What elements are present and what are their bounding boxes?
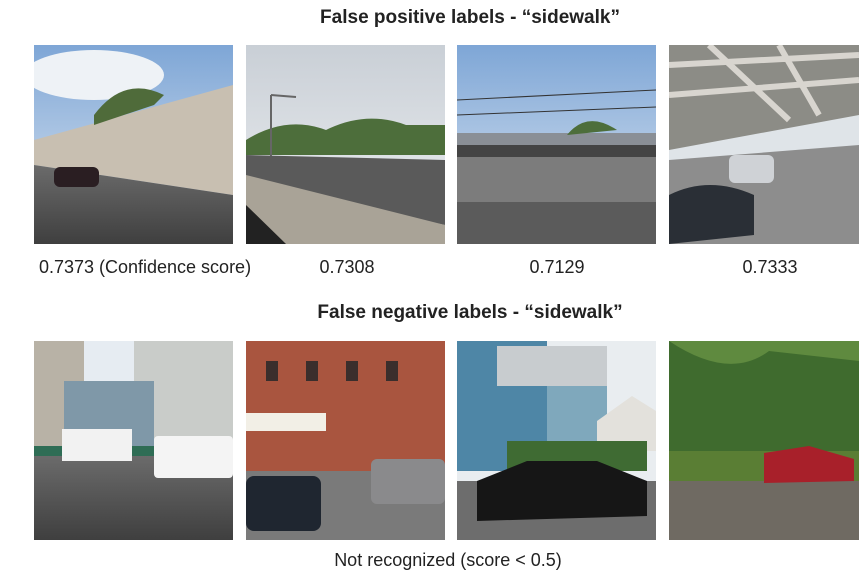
photo bbox=[246, 45, 445, 244]
score-label: 0.7333 bbox=[742, 257, 797, 277]
photo bbox=[669, 341, 859, 540]
section-title: False positive labels - “sidewalk” bbox=[320, 7, 620, 28]
score-label: 0.7308 bbox=[319, 257, 374, 277]
score-label: 0.7129 bbox=[529, 257, 584, 277]
photo bbox=[246, 341, 445, 540]
photo bbox=[457, 45, 656, 244]
photo bbox=[24, 45, 233, 244]
photo bbox=[34, 341, 233, 540]
score-label: 0.7373 (Confidence score) bbox=[39, 257, 251, 277]
section-title: False negative labels - “sidewalk” bbox=[317, 302, 622, 323]
figure: False positive labels - “sidewalk” 0.73 bbox=[0, 0, 859, 574]
photo bbox=[669, 45, 859, 244]
photo bbox=[457, 341, 656, 540]
caption: Not recognized (score < 0.5) bbox=[334, 550, 562, 570]
